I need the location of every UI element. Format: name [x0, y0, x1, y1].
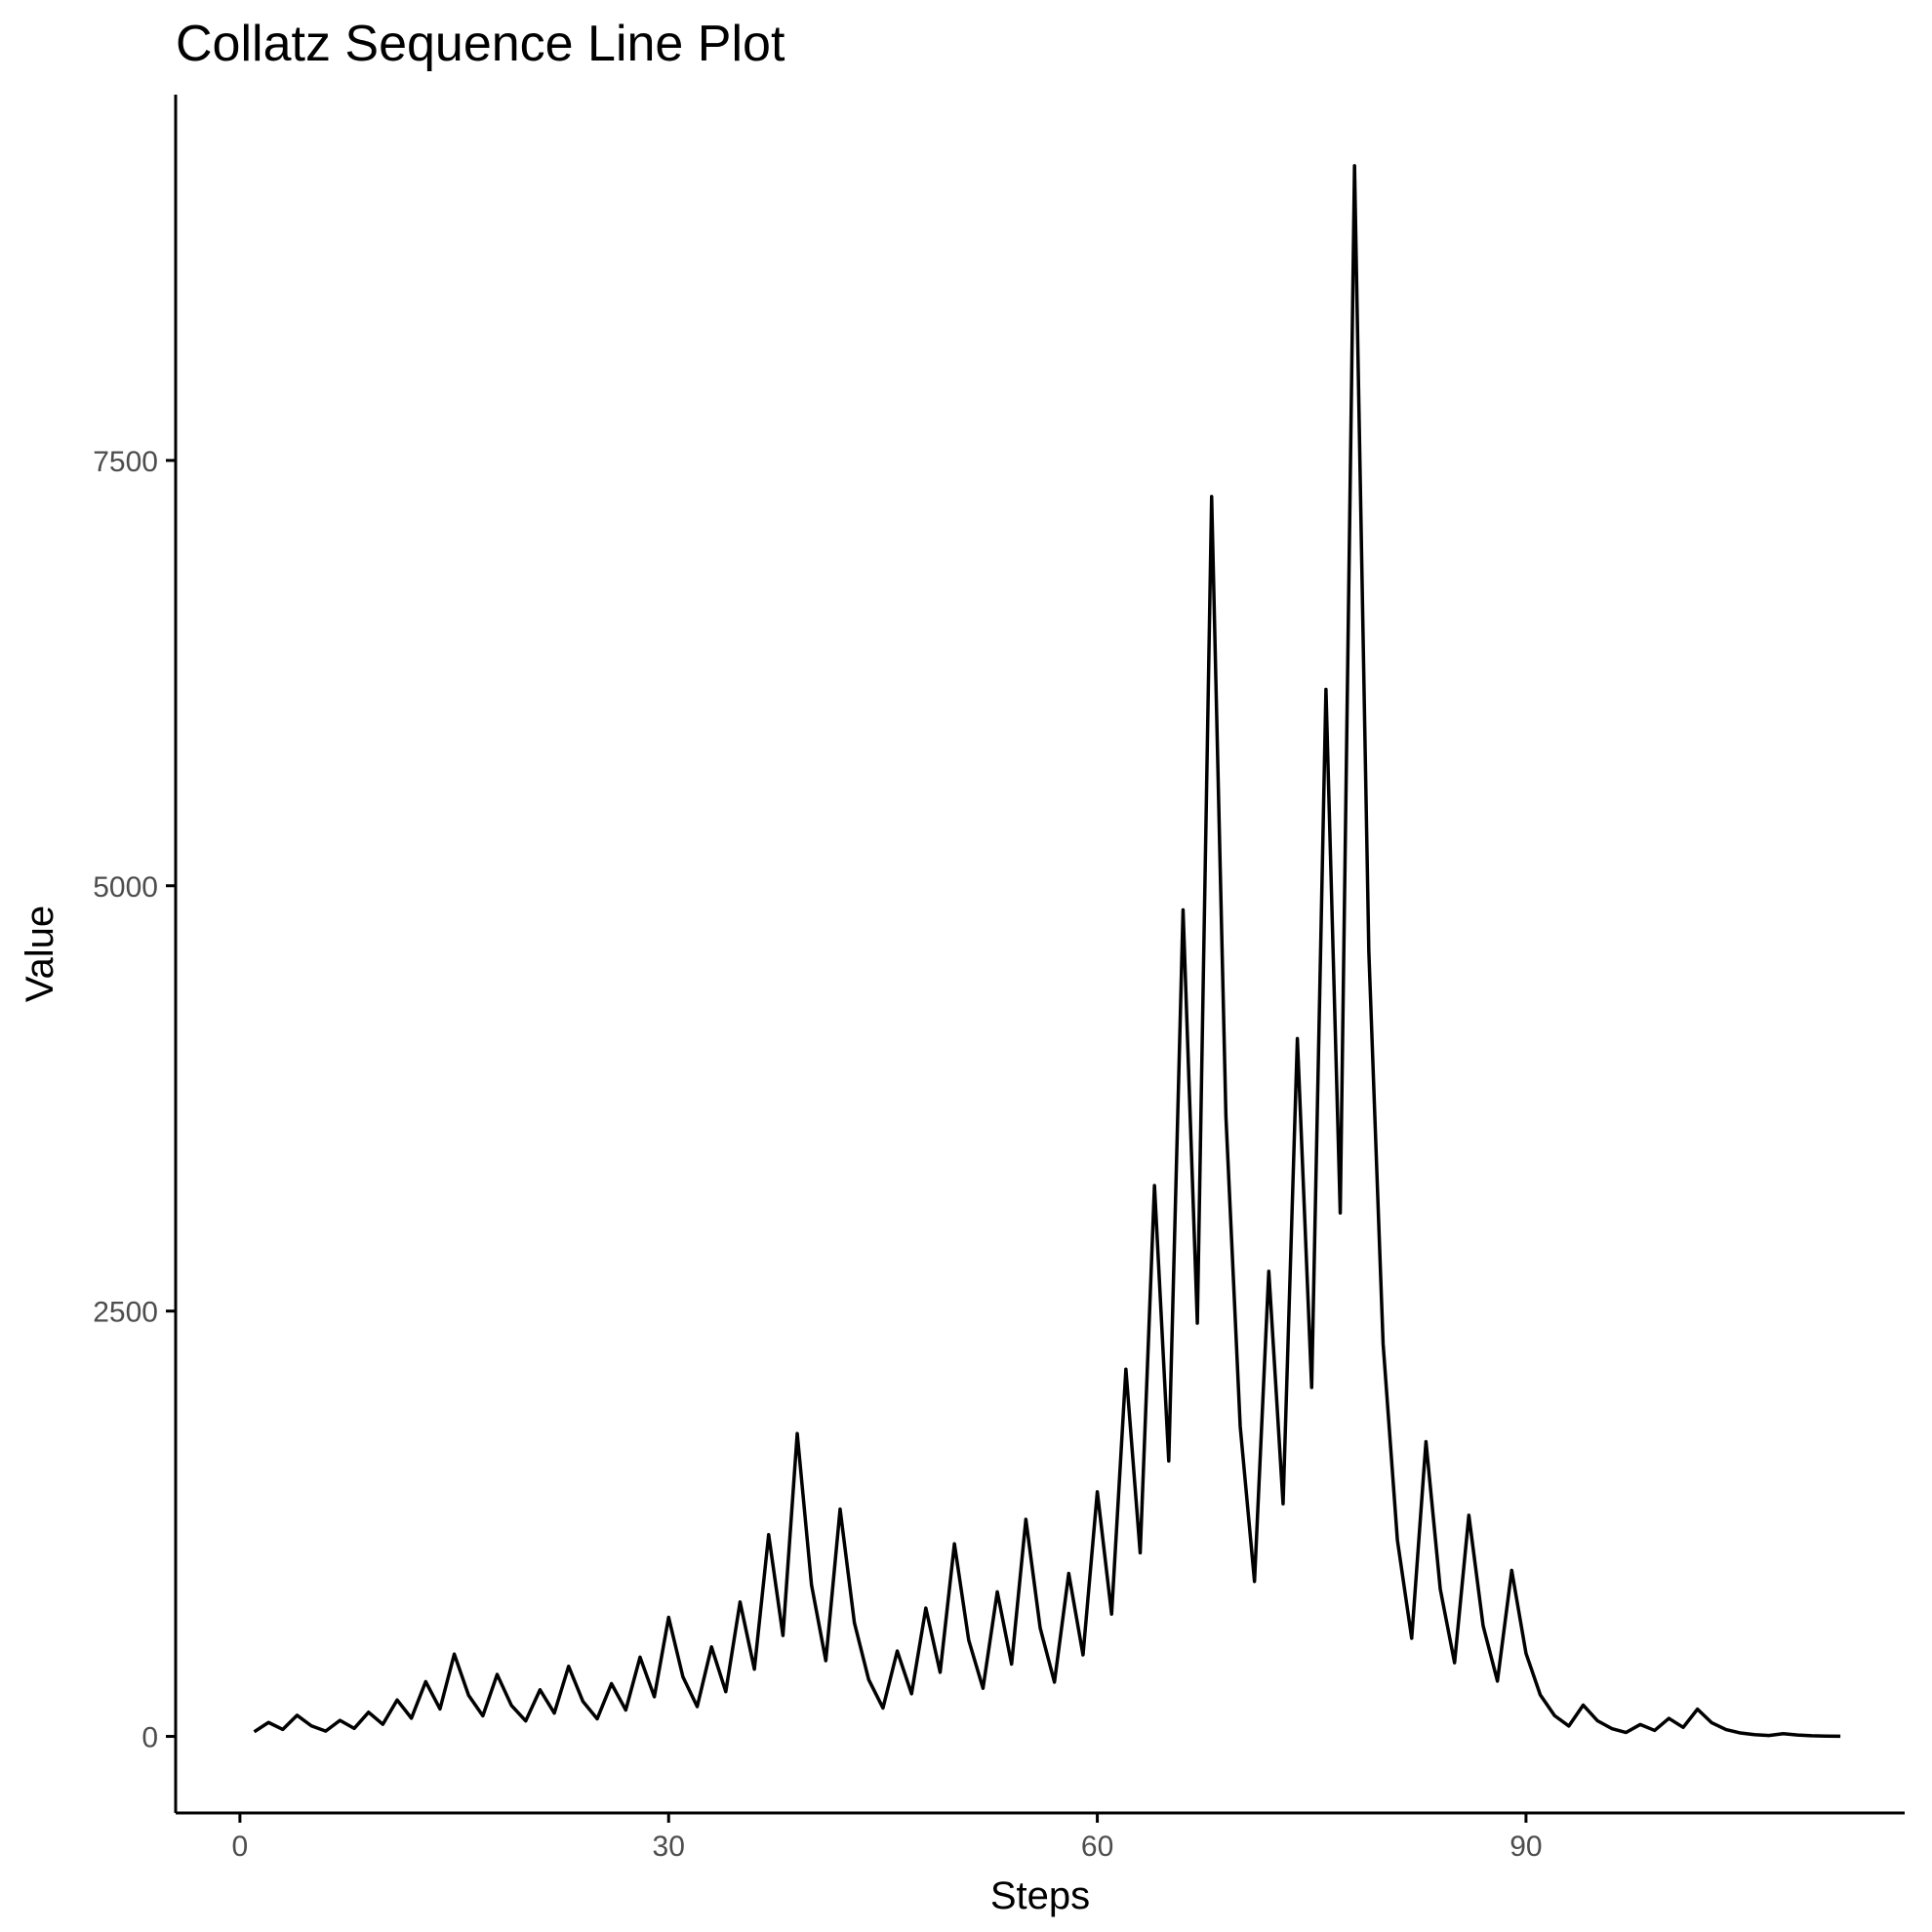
x-tick-label: 60 [1081, 1831, 1113, 1863]
y-tick-label: 0 [141, 1722, 158, 1754]
x-tick-label: 30 [653, 1831, 685, 1863]
x-tick-label: 90 [1509, 1831, 1542, 1863]
y-tick-label: 5000 [93, 871, 158, 904]
y-axis-ticks: 0 2500 5000 7500 [93, 446, 176, 1754]
y-tick-label: 2500 [93, 1297, 158, 1329]
y-axis-title: Value [19, 906, 61, 1002]
chart-title: Collatz Sequence Line Plot [176, 16, 785, 72]
collatz-series-line [253, 164, 1841, 1739]
x-axis-ticks: 0 30 60 90 [232, 1813, 1543, 1863]
y-tick-label: 7500 [93, 446, 158, 478]
x-tick-label: 0 [232, 1831, 249, 1863]
x-axis-title: Steps [990, 1874, 1090, 1917]
